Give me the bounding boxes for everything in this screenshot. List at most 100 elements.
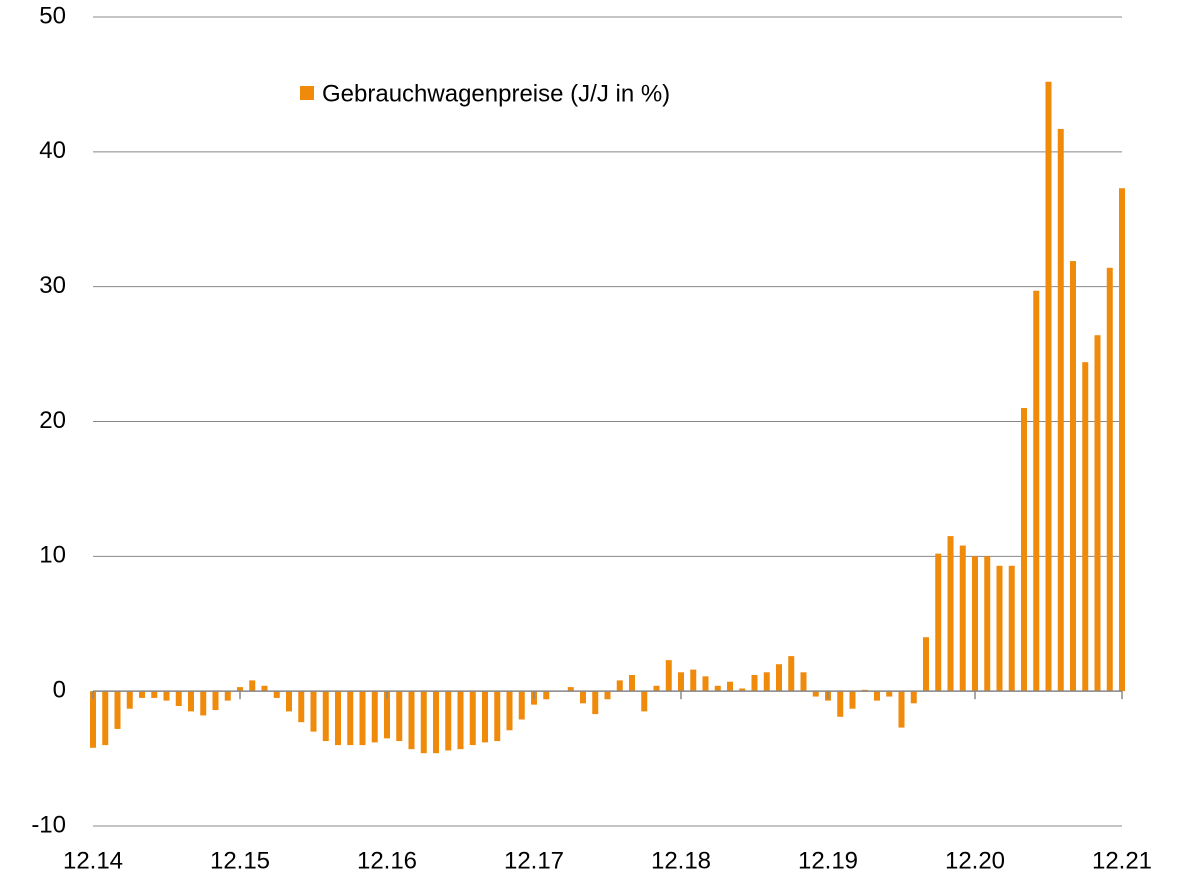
legend-label: Gebrauchwagenpreise (J/J in %)	[322, 80, 670, 107]
bar	[665, 660, 672, 692]
bar	[494, 691, 501, 742]
bar	[837, 691, 844, 717]
x-tick-label: 12.19	[798, 847, 858, 874]
bar	[261, 685, 268, 692]
bar	[200, 691, 207, 716]
y-tick-label: 20	[39, 407, 66, 434]
x-tick-label: 12.17	[504, 847, 564, 874]
legend-swatch	[300, 86, 314, 100]
bar	[310, 691, 317, 732]
bar	[947, 536, 954, 692]
y-tick-label: 0	[53, 677, 66, 704]
bar	[910, 691, 917, 704]
bar	[359, 691, 366, 746]
bar	[874, 691, 880, 701]
bar	[482, 691, 488, 743]
bar	[322, 691, 329, 742]
bar	[114, 691, 121, 729]
bar	[1070, 261, 1076, 692]
bar	[151, 691, 158, 698]
bar	[714, 685, 721, 692]
bar	[249, 680, 256, 692]
bar	[224, 691, 231, 701]
bar	[763, 672, 770, 692]
bar	[972, 556, 978, 692]
x-tick-label: 12.18	[651, 847, 711, 874]
bar	[1021, 408, 1027, 692]
bar	[384, 691, 390, 739]
bar	[641, 691, 648, 712]
bar	[690, 669, 697, 692]
bar	[1008, 565, 1015, 692]
bar	[408, 691, 415, 750]
x-tick-label: 12.21	[1092, 847, 1152, 874]
bar	[1119, 188, 1125, 692]
bar	[604, 691, 611, 700]
bar	[347, 691, 354, 746]
bar	[1057, 128, 1064, 692]
bar	[592, 691, 599, 715]
bar	[1082, 362, 1089, 692]
bar	[469, 691, 476, 746]
bar	[163, 691, 170, 701]
bar	[776, 664, 782, 692]
bar	[212, 691, 219, 711]
bar	[420, 691, 427, 754]
bar	[1045, 81, 1052, 692]
bar	[886, 691, 893, 697]
bar	[751, 674, 758, 692]
y-tick-label: 10	[39, 542, 66, 569]
bar	[702, 676, 709, 692]
bar	[959, 545, 966, 692]
bar	[984, 556, 991, 692]
x-tick-label: 12.16	[357, 847, 417, 874]
bar	[457, 691, 464, 750]
bar	[286, 691, 292, 712]
bar	[90, 691, 96, 748]
bar	[616, 680, 623, 692]
bar	[102, 691, 109, 746]
bar	[629, 674, 635, 692]
bar	[812, 691, 819, 697]
bar	[996, 565, 1003, 692]
bar	[543, 691, 550, 700]
bar	[139, 691, 145, 698]
y-tick-label: 40	[39, 137, 66, 164]
bar	[935, 553, 942, 692]
bar	[335, 691, 341, 746]
bar	[175, 691, 182, 706]
bar	[788, 656, 795, 692]
bar	[727, 681, 733, 692]
bar	[800, 672, 807, 692]
bar	[298, 691, 305, 723]
bar	[518, 691, 525, 720]
bar	[433, 691, 439, 754]
x-tick-label: 12.20	[945, 847, 1005, 874]
bar	[849, 691, 856, 709]
y-tick-label: -10	[31, 811, 66, 838]
bar	[678, 672, 684, 692]
bar	[898, 691, 905, 728]
y-tick-label: 50	[39, 2, 66, 29]
x-tick-label: 12.15	[210, 847, 270, 874]
bar	[739, 688, 746, 692]
bar	[188, 691, 194, 712]
x-tick-label: 12.14	[63, 847, 123, 874]
bar	[273, 691, 280, 698]
bar	[580, 691, 586, 704]
bar	[1106, 267, 1113, 692]
bar	[653, 685, 660, 692]
bar	[237, 687, 243, 692]
bar	[923, 637, 929, 692]
bar	[506, 691, 513, 731]
bar	[126, 691, 133, 709]
bar	[396, 691, 403, 742]
y-tick-label: 30	[39, 272, 66, 299]
bar	[371, 691, 378, 743]
bar	[567, 687, 574, 692]
bar	[1033, 290, 1040, 692]
bar	[1094, 335, 1101, 692]
bar	[445, 691, 452, 751]
